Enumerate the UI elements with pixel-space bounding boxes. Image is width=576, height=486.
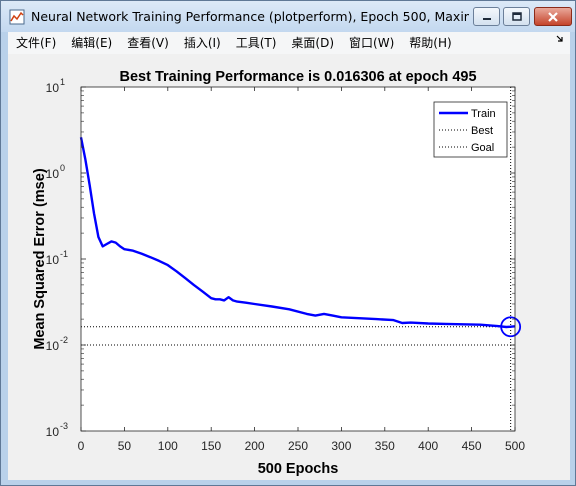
menu-tools[interactable]: 工具(T) bbox=[235, 36, 277, 50]
x-tick-label: 200 bbox=[245, 439, 265, 453]
x-tick-label: 450 bbox=[462, 439, 482, 453]
menu-bar: 文件(F) 编辑(E) 查看(V) 插入(I) 工具(T) 桌面(D) 窗口(W… bbox=[8, 32, 570, 54]
menu-insert[interactable]: 插入(I) bbox=[183, 36, 221, 50]
legend[interactable]: Train Best Goal bbox=[433, 101, 508, 158]
x-tick-label: 0 bbox=[78, 439, 85, 453]
menu-edit[interactable]: 编辑(E) bbox=[71, 36, 113, 50]
x-tick-label: 50 bbox=[118, 439, 132, 453]
x-tick-label: 300 bbox=[331, 439, 351, 453]
close-icon bbox=[548, 11, 558, 22]
maximize-icon bbox=[511, 11, 522, 21]
x-tick-label: 150 bbox=[201, 439, 221, 453]
menu-help[interactable]: 帮助(H) bbox=[409, 36, 452, 50]
y-tick-exponent: -3 bbox=[60, 421, 68, 431]
x-tick-label: 400 bbox=[418, 439, 438, 453]
minimize-icon bbox=[482, 17, 491, 20]
y-axis-label: Mean Squared Error (mse) bbox=[32, 168, 48, 349]
dock-arrow-icon[interactable] bbox=[556, 35, 564, 43]
menu-window[interactable]: 窗口(W) bbox=[349, 36, 395, 50]
y-tick-label: 10 bbox=[46, 339, 60, 353]
close-button[interactable] bbox=[534, 7, 572, 26]
x-axis-label: 500 Epochs bbox=[258, 461, 339, 477]
title-bar[interactable]: Neural Network Training Performance (plo… bbox=[1, 1, 575, 32]
legend-box bbox=[433, 101, 508, 158]
x-tick-label: 250 bbox=[288, 439, 308, 453]
train-series-line bbox=[79, 137, 516, 329]
x-tick-label: 500 bbox=[505, 439, 525, 453]
menu-view[interactable]: 查看(V) bbox=[127, 36, 169, 50]
chart-title: Best Training Performance is 0.016306 at… bbox=[119, 69, 476, 85]
x-tick-label: 100 bbox=[158, 439, 178, 453]
figure-canvas: 0 50 100 150 200 250 300 350 400 450 500 10 1 10 0 10-… bbox=[8, 54, 570, 480]
menu-file[interactable]: 文件(F) bbox=[16, 36, 57, 50]
window-title: Neural Network Training Performance (plo… bbox=[31, 9, 469, 24]
y-tick-label: 10 bbox=[46, 253, 60, 267]
legend-goal-label: Goal bbox=[471, 142, 494, 154]
y-tick-label: 10 bbox=[46, 81, 60, 95]
performance-plot[interactable]: 0 50 100 150 200 250 300 350 400 450 500 10 110 010-… bbox=[8, 54, 570, 480]
legend-train-label: Train bbox=[471, 108, 496, 120]
y-tick-exponent: -1 bbox=[60, 249, 68, 259]
x-tick-label: 350 bbox=[375, 439, 395, 453]
maximize-button[interactable] bbox=[503, 7, 530, 26]
legend-best-label: Best bbox=[471, 125, 493, 137]
axes-box bbox=[80, 86, 516, 432]
minimize-button[interactable] bbox=[473, 7, 500, 26]
menu-desktop[interactable]: 桌面(D) bbox=[291, 36, 335, 50]
y-tick-exponent: 0 bbox=[60, 163, 65, 173]
y-tick-label: 10 bbox=[46, 167, 60, 181]
y-tick-exponent: 1 bbox=[60, 77, 65, 87]
y-tick-exponent: -2 bbox=[60, 335, 68, 345]
y-tick-label: 10 bbox=[46, 425, 60, 439]
matlab-figure-icon bbox=[9, 9, 25, 25]
